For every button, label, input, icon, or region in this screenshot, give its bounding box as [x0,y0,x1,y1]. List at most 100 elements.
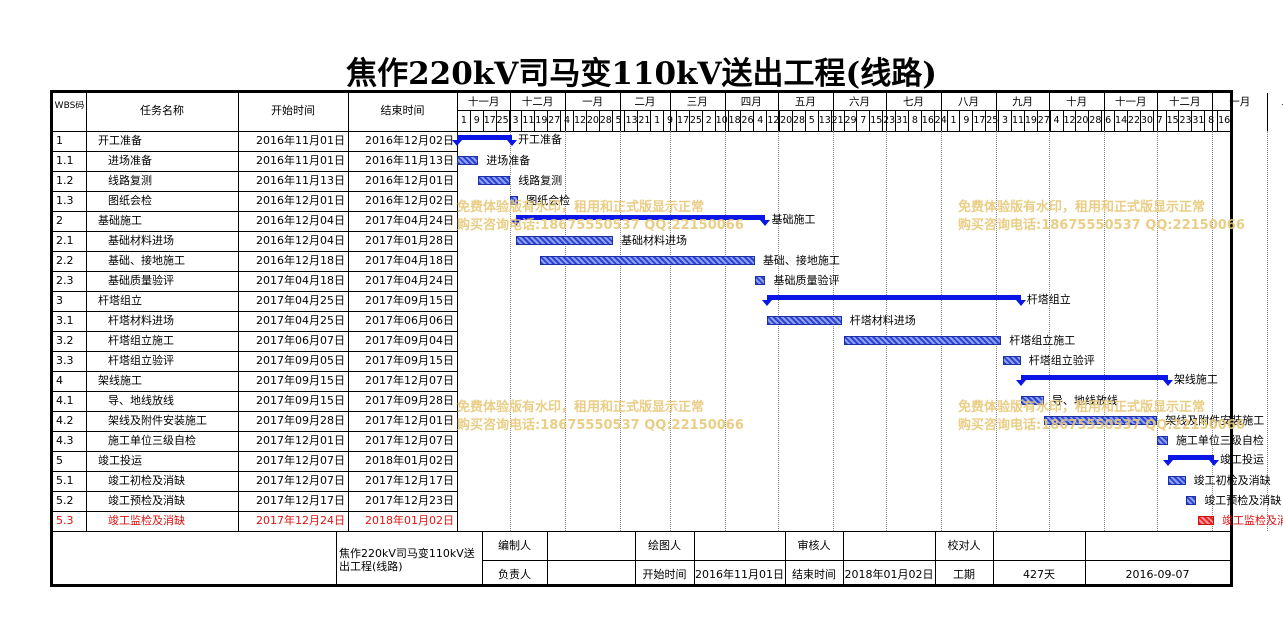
summary-bar[interactable] [1167,455,1215,460]
task-name[interactable]: 进场准备 [108,154,152,167]
task-bar[interactable] [1003,356,1021,365]
day-divider [1062,111,1064,131]
month-label: 十一月 [1114,96,1147,108]
month-label: 七月 [903,96,925,108]
task-name[interactable]: 基础材料进场 [108,234,174,247]
day-tick-label: 23 [1179,115,1192,126]
task-bar[interactable] [1167,476,1186,485]
day-tick-label: 31 [896,115,909,126]
month-divider [1104,93,1106,131]
day-tick-label: 12 [767,115,780,126]
task-bar[interactable] [1043,416,1158,425]
task-name[interactable]: 导、地线放线 [108,394,174,407]
day-divider [959,111,961,131]
day-divider [701,111,703,131]
month-label: 二月 [634,96,656,108]
task-wbs: 2.2 [56,254,74,267]
task-bar[interactable] [754,276,766,285]
day-divider [508,111,510,131]
summary-bar[interactable] [457,135,512,140]
task-end: 2018年01月02日 [365,454,454,467]
day-divider [1114,111,1116,131]
task-name[interactable]: 杆塔材料进场 [108,314,174,327]
footer-divider [935,531,936,584]
task-bar[interactable] [1185,496,1197,505]
day-tick-label: 3 [1002,115,1009,126]
task-wbs: 1.1 [56,154,74,167]
task-start: 2017年04月25日 [256,314,345,327]
watermark-line-1: 免费体验版有水印，租用和正式版显示正常 [457,400,705,415]
task-wbs: 5.3 [56,514,74,527]
task-bar[interactable] [478,176,511,185]
bar-label: 基础质量验评 [773,274,840,287]
day-tick-label: 25 [986,115,999,126]
header-wbs: WBS码 [54,101,85,111]
task-name[interactable]: 竣工初检及消缺 [108,474,185,487]
summary-start-marker [452,140,462,146]
task-name[interactable]: 线路复测 [108,174,152,187]
watermark-line-2: 购买咨询电话:18675550537 QQ:22150066 [958,218,1245,233]
task-bar[interactable] [843,336,1002,345]
bar-label: 基础、接地施工 [762,254,840,267]
task-name[interactable]: 竣工投运 [98,454,142,467]
day-divider [907,111,909,131]
task-start: 2017年04月25日 [256,294,345,307]
task-name[interactable]: 竣工预检及消缺 [108,494,185,507]
task-name[interactable]: 杆塔组立施工 [108,334,174,347]
task-name[interactable]: 竣工监检及消缺 [108,514,185,527]
header-end: 结束时间 [380,104,425,117]
task-start: 2016年12月18日 [256,254,345,267]
task-wbs: 5.1 [56,474,74,487]
task-start: 2016年12月01日 [256,194,345,207]
task-bar[interactable] [1198,516,1215,525]
task-bar[interactable] [1157,436,1168,445]
task-bar[interactable] [767,316,842,325]
day-divider [1010,111,1012,131]
task-name[interactable]: 杆塔组立验评 [108,354,174,367]
task-bar[interactable] [540,256,755,265]
summary-bar[interactable] [515,215,766,220]
task-end: 2018年01月02日 [365,514,454,527]
task-start: 2017年09月15日 [256,374,345,387]
bar-label: 基础材料进场 [621,234,688,247]
day-tick-label: 4 [757,115,764,126]
day-tick-label: 25 [689,115,702,126]
day-tick-label: 11 [1011,115,1025,126]
day-tick-label: 4 [563,115,571,126]
task-name[interactable]: 架线及附件安装施工 [108,414,207,427]
month-label: 十月 [1066,96,1088,108]
task-start: 2016年12月04日 [256,214,345,227]
month-divider [1157,93,1159,131]
day-tick-label: 27 [548,115,561,126]
day-tick-label: 8 [911,115,918,126]
month-gridline [995,131,997,531]
summary-start-marker [510,220,521,226]
row-line [53,371,457,372]
task-bar[interactable] [1020,396,1044,405]
watermark-line-1: 免费体验版有水印，租用和正式版显示正常 [457,200,705,215]
task-name[interactable]: 架线施工 [98,374,142,387]
task-name[interactable]: 图纸会检 [108,194,152,207]
footer-drawer-label: 绘图人 [648,539,681,552]
task-name[interactable]: 基础质量验评 [108,274,174,287]
task-bar[interactable] [510,196,519,205]
task-name[interactable]: 施工单位三级自检 [108,434,196,447]
footer-divider [694,531,695,584]
watermark-line-2: 购买咨询电话:18675550537 QQ:22150066 [457,218,744,233]
task-name[interactable]: 基础、接地施工 [108,254,185,267]
task-bar[interactable] [457,156,479,165]
day-divider [1023,111,1025,131]
task-name[interactable]: 开工准备 [98,134,142,147]
task-name[interactable]: 基础施工 [98,214,142,227]
task-name[interactable]: 杆塔组立 [98,294,142,307]
summary-bar[interactable] [767,295,1021,300]
day-tick-label: 26 [741,115,754,126]
day-tick-label: 22 [1127,115,1141,126]
task-bar[interactable] [515,236,613,245]
day-divider [611,111,613,131]
summary-bar[interactable] [1020,375,1168,380]
column-divider [238,93,239,531]
day-divider [843,111,845,131]
day-tick-label: 29 [844,115,857,126]
day-tick-label: 10 [715,115,728,126]
